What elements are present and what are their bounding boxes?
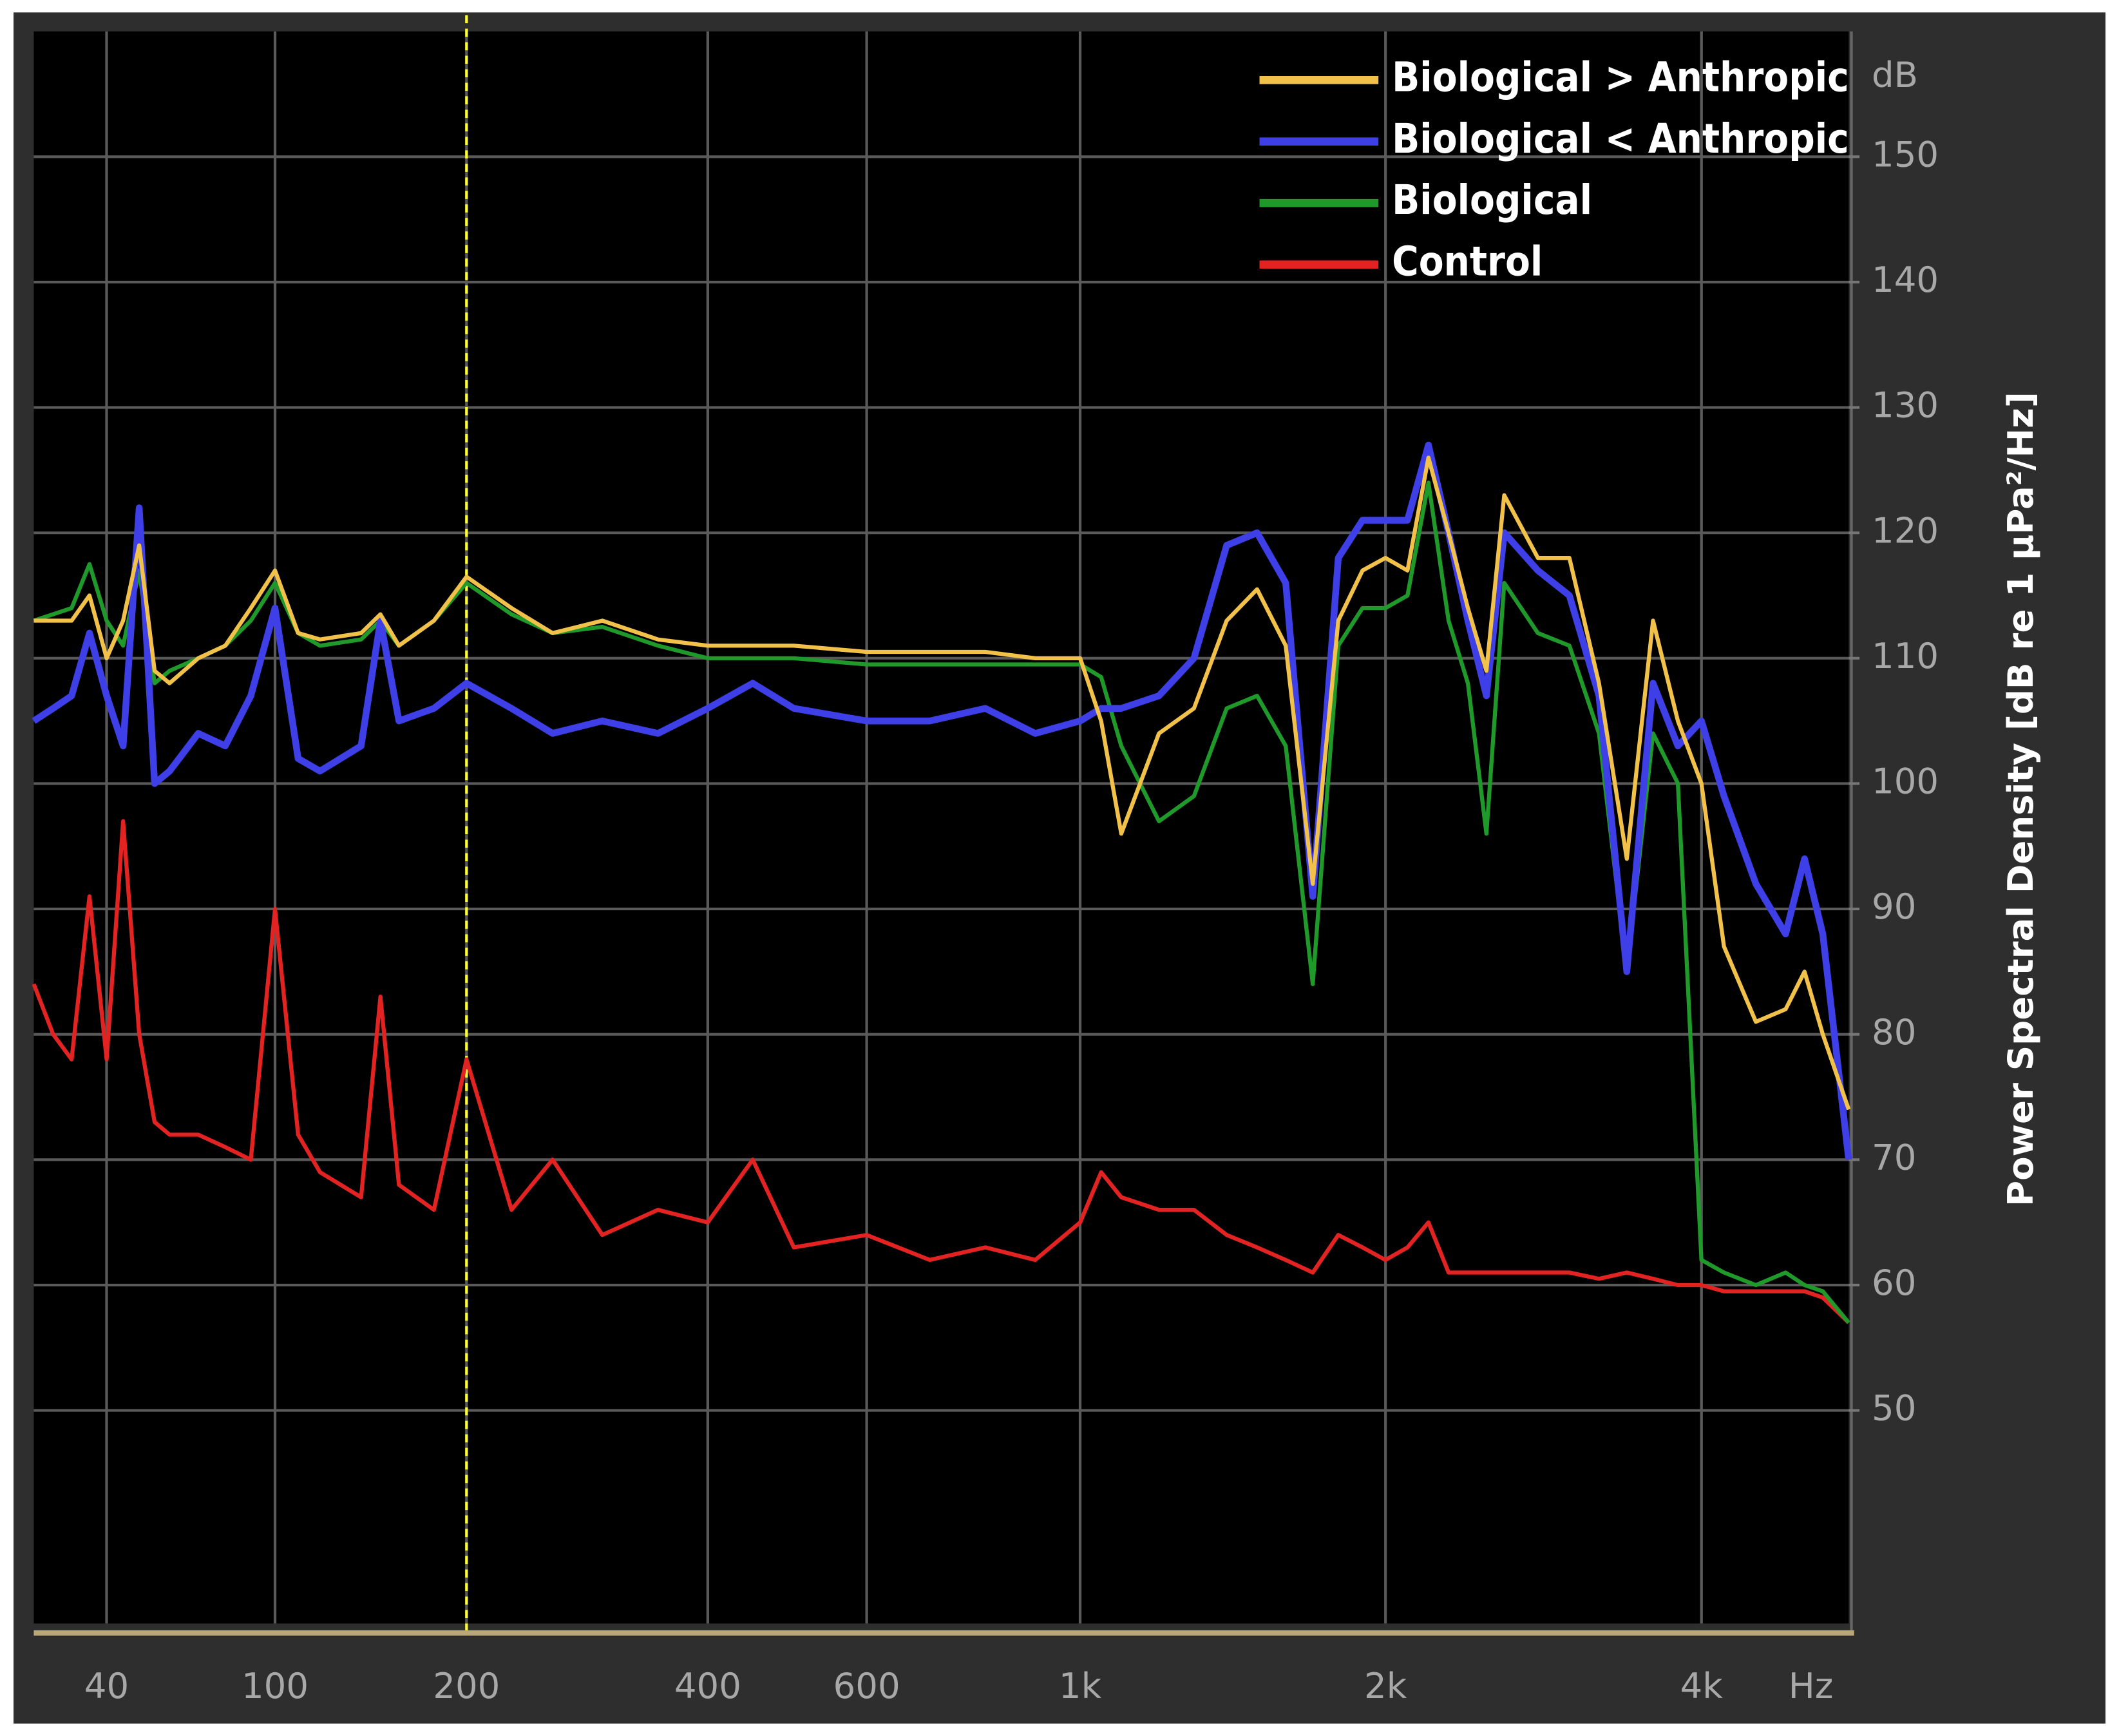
y-tick-label: 110 bbox=[1872, 635, 1939, 676]
x-tick-label: 100 bbox=[242, 1665, 309, 1706]
y-axis-title: Power Spectral Density [dB re 1 µPa²/Hz] bbox=[2000, 392, 2041, 1207]
y-tick-label: 90 bbox=[1872, 886, 1916, 927]
lines bbox=[32, 441, 1852, 1324]
y-tick-label: 80 bbox=[1872, 1011, 1916, 1053]
x-tick-label: 2k bbox=[1364, 1665, 1407, 1706]
x-tick-label: 1k bbox=[1059, 1665, 1102, 1706]
grid: 50 60 70 80 90 100 110 120 130 140 150 40 100 200 400 6… bbox=[33, 15, 1939, 1706]
y-tick-label: 130 bbox=[1872, 385, 1939, 426]
y-tick-label: 150 bbox=[1872, 133, 1939, 175]
y-tick-label: 100 bbox=[1872, 761, 1939, 802]
x-tick-label: 40 bbox=[84, 1665, 129, 1706]
x-tick-label: 400 bbox=[674, 1665, 741, 1706]
plot-area bbox=[33, 31, 1849, 1624]
series-line bbox=[33, 455, 1851, 1111]
y-unit: dB bbox=[1872, 54, 1918, 95]
y-tick-label: 70 bbox=[1872, 1136, 1916, 1178]
legend-label: Biological > Anthropic bbox=[1392, 53, 1849, 100]
series-line bbox=[32, 819, 1850, 1324]
x-tick-label: 4k bbox=[1680, 1665, 1724, 1706]
legend-label: Control bbox=[1392, 238, 1543, 285]
y-tick-label: 140 bbox=[1872, 259, 1939, 300]
x-tick-label: 600 bbox=[833, 1665, 900, 1706]
y-tick-label: 120 bbox=[1872, 510, 1939, 551]
legend: Biological > Anthropic Biological < Anthr… bbox=[1259, 53, 1849, 285]
y-tick-label: 60 bbox=[1872, 1262, 1916, 1303]
legend-label: Biological < Anthropic bbox=[1392, 115, 1849, 162]
x-unit: Hz bbox=[1789, 1665, 1834, 1706]
x-tick-label: 200 bbox=[433, 1665, 500, 1706]
y-tick-label: 50 bbox=[1872, 1388, 1916, 1429]
legend-label: Biological bbox=[1392, 176, 1592, 224]
series-line bbox=[32, 441, 1852, 1160]
